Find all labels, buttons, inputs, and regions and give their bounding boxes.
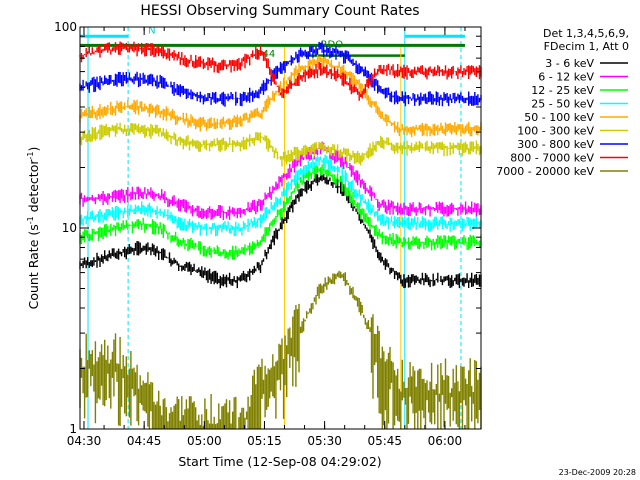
annotation-1: RDO [321,40,344,51]
legend-label-5: 50 - 100 keV [524,111,594,124]
x-tick-label-5: 05:30 [307,434,342,448]
y-tick-label-3: 100 [54,20,77,34]
footer-date: 23-Dec-2009 20:28 [559,468,636,477]
legend-label-6: 100 - 300 keV [517,125,594,138]
legend-label-3: 12 - 25 keV [531,84,594,97]
legend-label-7: 300 - 800 keV [517,138,594,151]
y-tick-label-1: 1 [69,422,77,436]
annotation-2: N [148,25,155,36]
legend-label-4: 25 - 50 keV [531,98,594,111]
x-tick-label-2: 04:45 [127,434,162,448]
legend-label-1: 3 - 6 keV [545,57,594,70]
legend-label-9: 7000 - 20000 keV [496,165,594,178]
legend-label-2: 6 - 12 keV [538,71,594,84]
chart-title: HESSI Observing Summary Count Rates [140,3,419,19]
annotation-3: P44 [256,49,275,60]
x-tick-label-6: 05:45 [367,434,402,448]
y-tick-label-2: 10 [62,221,77,235]
legend: Det 1,3,4,5,6,9, FDecim 1, Att 0 3 - 6 k… [496,27,629,178]
legend-header-line-2: FDecim 1, Att 0 [544,40,629,53]
y-axis-label: Count Rate (s-1 detector-1) [26,147,41,310]
x-axis-label: Start Time (12-Sep-08 04:29:02) [178,454,381,469]
x-tick-label-7: 06:00 [428,434,463,448]
x-tick-label-4: 05:15 [247,434,282,448]
legend-header-line-1: Det 1,3,4,5,6,9, [543,27,629,40]
x-tick-label-1: 04:30 [67,434,102,448]
x-tick-label-3: 05:00 [187,434,222,448]
legend-label-8: 800 - 7000 keV [510,152,594,165]
